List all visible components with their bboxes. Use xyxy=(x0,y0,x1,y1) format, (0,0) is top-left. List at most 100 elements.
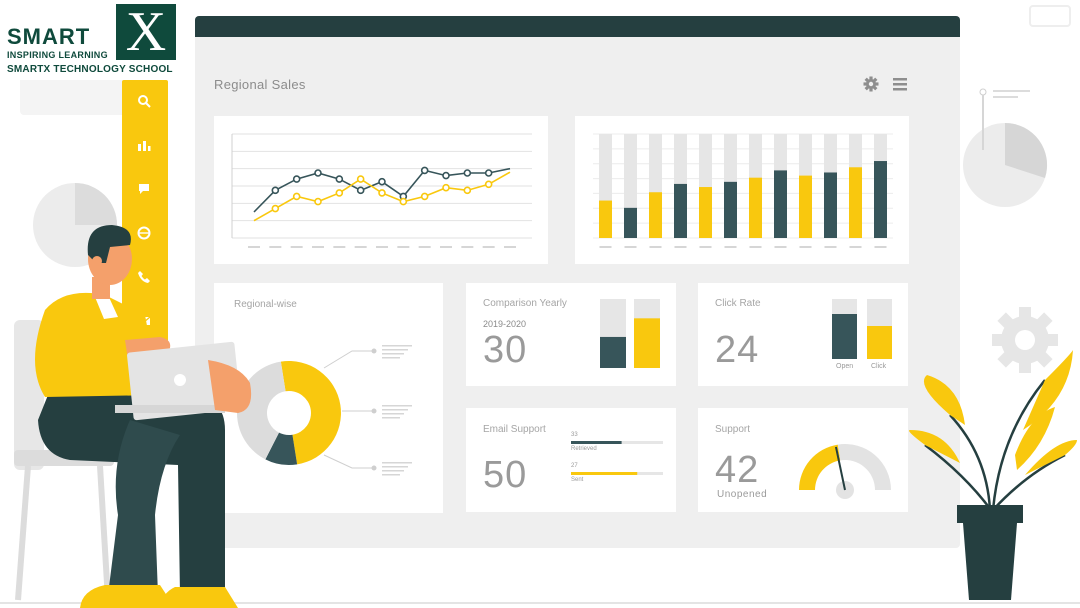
donut-leader-dot xyxy=(371,348,377,354)
support-value: 42 xyxy=(715,449,760,491)
line-chart-x-tick-label xyxy=(418,246,431,248)
line-chart-x-tick-label xyxy=(269,246,282,248)
line-chart-x-tick-label xyxy=(354,246,367,248)
line-chart-x-tick-label xyxy=(440,246,452,248)
page-title: Regional Sales xyxy=(214,77,306,92)
line-chart-point xyxy=(378,177,386,186)
click-rate-value: 24 xyxy=(715,329,760,371)
email-sent-label: Sent xyxy=(571,477,584,483)
email-support-card: Email Support 50 33 Retrieved 27 Sent xyxy=(466,408,676,512)
bar-chart-x-tick-label xyxy=(624,246,637,248)
bar-chart-x-tick-label xyxy=(874,246,887,248)
support-gauge xyxy=(799,444,891,499)
donut-legend-line xyxy=(382,353,404,355)
bar-chart-x-tick-label xyxy=(799,246,812,248)
line-chart-point xyxy=(335,189,344,197)
line-chart-point xyxy=(271,204,280,213)
click-rate-card: Click Rate 24 Open Click xyxy=(698,283,908,386)
line-chart-x-tick-label xyxy=(504,246,516,248)
bar-chart-x-tick-label xyxy=(824,246,837,248)
click-rate-title: Click Rate xyxy=(715,298,761,309)
line-chart-point xyxy=(420,192,429,201)
donut-legend-line xyxy=(382,345,412,347)
line-chart-point xyxy=(314,169,322,177)
email-sent-count: 27 xyxy=(571,463,578,469)
support-card: Support 42 Unopened xyxy=(698,408,908,512)
bar-chart-bar xyxy=(749,177,762,238)
globe-icon[interactable] xyxy=(137,226,151,240)
donut-slice xyxy=(265,432,298,465)
line-chart-point xyxy=(399,197,408,206)
email-progress-fill xyxy=(571,441,622,444)
comparison-value: 30 xyxy=(483,329,528,371)
line-chart-x-tick-label xyxy=(461,246,474,248)
line-chart-x-tick-label xyxy=(482,246,495,248)
line-chart-point xyxy=(420,166,429,175)
regional-wise-card: Regional-wise xyxy=(214,283,443,513)
comparison-bar xyxy=(634,318,660,368)
email-support-value: 50 xyxy=(483,454,528,496)
donut-slice xyxy=(280,361,341,465)
search-icon[interactable] xyxy=(137,94,151,108)
comparison-bar xyxy=(600,336,626,368)
donut-leader-line xyxy=(323,350,374,369)
donut-legend-line xyxy=(382,466,408,468)
bar-chart-x-tick-label xyxy=(674,246,687,248)
email-retrieved-label: Retrieved xyxy=(571,446,597,452)
bar-chart-bar xyxy=(699,187,712,238)
bar-chart-bar xyxy=(724,181,737,238)
bar-chart-bar xyxy=(599,200,612,238)
line-chart-point xyxy=(378,189,386,197)
bar-chart-bar xyxy=(649,192,662,238)
line-chart-point xyxy=(463,186,472,195)
phone-icon[interactable] xyxy=(137,270,151,284)
email-support-bars xyxy=(571,441,663,475)
line-chart-point xyxy=(484,180,493,189)
line-chart-point xyxy=(442,183,450,192)
donut-legend-line xyxy=(382,462,412,464)
bar-chart-x-tick-label xyxy=(724,246,737,248)
line-chart-x-tick-label xyxy=(397,246,410,248)
line-chart-point xyxy=(292,192,301,201)
line-chart-point xyxy=(335,175,344,183)
bar-chart-bar xyxy=(624,207,637,238)
bar-chart-bar xyxy=(849,167,862,238)
comparison-period: 2019-2020 xyxy=(483,319,527,329)
gauge-needle xyxy=(834,446,846,491)
click-rate-open-label: Open xyxy=(836,363,854,370)
donut-legend-line xyxy=(382,405,412,407)
logo-wordmark: SMART xyxy=(7,24,91,49)
bar-chart-x-tick-label xyxy=(774,246,787,248)
donut-legend-line xyxy=(382,417,400,419)
line-chart-x-tick-label xyxy=(290,246,303,248)
bar-chart-icon[interactable] xyxy=(137,138,151,152)
gear-icon[interactable] xyxy=(863,76,879,92)
donut-leader-dot xyxy=(371,408,377,414)
gauge-remaining-arc xyxy=(837,444,891,490)
click-rate-click-label: Click xyxy=(871,363,887,370)
bar-chart-bar xyxy=(674,183,687,238)
bar-chart-bar xyxy=(799,175,812,238)
click-rate-bar xyxy=(832,314,857,359)
line-chart xyxy=(231,133,532,248)
line-chart-point xyxy=(292,175,301,183)
chat-icon[interactable] xyxy=(137,182,151,196)
email-support-title: Email Support xyxy=(483,424,546,435)
line-chart-x-tick-label xyxy=(333,246,346,248)
window-titlebar xyxy=(195,16,960,37)
bar-chart-x-tick-label xyxy=(699,246,712,248)
donut-legend-line xyxy=(382,349,408,351)
bar-chart-x-tick-label xyxy=(849,246,862,248)
line-chart-point xyxy=(271,186,280,195)
email-retrieved-count: 33 xyxy=(571,432,578,438)
hamburger-icon[interactable] xyxy=(892,76,908,92)
bar-chart-x-tick-label xyxy=(649,246,662,248)
email-progress-fill xyxy=(571,472,638,475)
comparison-yearly-card: Comparison Yearly 2019-2020 30 xyxy=(466,283,676,386)
line-chart-point xyxy=(463,169,472,177)
line-chart-point xyxy=(314,197,322,206)
brand-logo: SMART X INSPIRING LEARNING SMARTX TECHNO… xyxy=(0,0,185,80)
donut-legend-line xyxy=(382,357,400,359)
comparison-bars xyxy=(600,299,660,368)
bar-chart-bar xyxy=(774,170,787,238)
